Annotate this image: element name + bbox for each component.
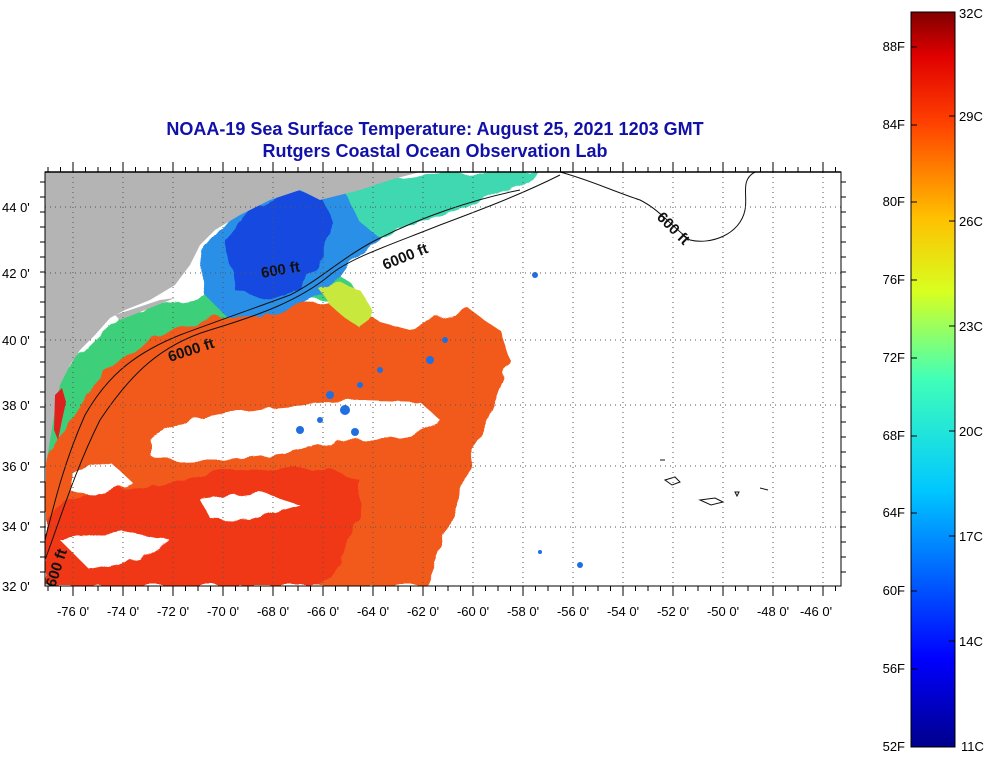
yellow-front bbox=[320, 282, 372, 330]
lon-tick-label: -56 0' bbox=[557, 604, 589, 619]
colorbar-c-label: 32C bbox=[959, 6, 983, 21]
lat-tick-label: 42 0' bbox=[2, 266, 30, 281]
scattered-cold-cells bbox=[296, 272, 583, 568]
colorbar-c-label: 17C bbox=[959, 529, 983, 544]
lat-tick-label: 38 0' bbox=[2, 398, 30, 413]
colorbar-c-label: 29C bbox=[959, 109, 983, 124]
latitude-axis: 32 0' 34 0' 36 0' 38 0' 40 0' 42 0' 44 0… bbox=[2, 200, 30, 594]
cold-core-region bbox=[225, 190, 335, 300]
graticule bbox=[45, 172, 841, 586]
isobath-600ft bbox=[45, 189, 521, 541]
lon-tick-label: -68 0' bbox=[257, 604, 289, 619]
lat-tick-label: 40 0' bbox=[2, 333, 30, 348]
colorbar-f-label: 84F bbox=[883, 117, 905, 132]
lon-tick-label: -52 0' bbox=[657, 604, 689, 619]
lon-tick-label: -64 0' bbox=[357, 604, 389, 619]
lon-tick-label: -48 0' bbox=[757, 604, 789, 619]
long-island bbox=[115, 298, 175, 320]
lon-tick-label: -60 0' bbox=[457, 604, 489, 619]
title-line-1: NOAA-19 Sea Surface Temperature: August … bbox=[166, 119, 704, 139]
colorbar-gradient bbox=[910, 11, 956, 748]
colorbar-c-label: 23C bbox=[959, 319, 983, 334]
colorbar-c-label: 26C bbox=[959, 214, 983, 229]
colorbar-f-label: 88F bbox=[883, 39, 905, 54]
colorbar-f-label: 76F bbox=[883, 272, 905, 287]
lat-tick-label: 36 0' bbox=[2, 459, 30, 474]
sst-imagery bbox=[45, 172, 841, 586]
longitude-axis: -76 0' -74 0' -72 0' -70 0' -68 0' -66 0… bbox=[57, 604, 832, 619]
map-title: NOAA-19 Sea Surface Temperature: August … bbox=[100, 118, 770, 162]
lat-tick-label: 34 0' bbox=[2, 519, 30, 534]
colorbar-f-label: 52F bbox=[883, 739, 905, 754]
lon-tick-label: -66 0' bbox=[307, 604, 339, 619]
lon-tick-label: -54 0' bbox=[607, 604, 639, 619]
isobath-6000ft bbox=[45, 174, 561, 561]
title-line-2: Rutgers Coastal Ocean Observation Lab bbox=[262, 141, 608, 161]
lon-tick-label: -62 0' bbox=[407, 604, 439, 619]
lon-tick-label: -58 0' bbox=[507, 604, 539, 619]
temperature-colorbar: 88F 84F 80F 76F 72F 68F 64F 60F 56F 52F … bbox=[883, 6, 984, 754]
cloud-patch-2 bbox=[60, 462, 300, 570]
isobath-600ft-grand-banks bbox=[559, 172, 756, 242]
isobath-label: 600 ft bbox=[260, 258, 302, 282]
colorbar-f-label: 80F bbox=[883, 194, 905, 209]
chesapeake-bay-water bbox=[54, 388, 66, 440]
scotian-shelf-water bbox=[340, 172, 540, 238]
colorbar-c-label: 14C bbox=[959, 634, 983, 649]
lat-tick-label: 44 0' bbox=[2, 200, 30, 215]
north-american-landmass bbox=[45, 172, 420, 470]
lon-tick-label: -70 0' bbox=[207, 604, 239, 619]
lon-tick-label: -46 0' bbox=[800, 604, 832, 619]
lon-tick-label: -50 0' bbox=[707, 604, 739, 619]
lon-tick-label: -76 0' bbox=[57, 604, 89, 619]
lon-tick-label: -72 0' bbox=[157, 604, 189, 619]
colorbar-c-label: 20C bbox=[959, 424, 983, 439]
colorbar-f-label: 64F bbox=[883, 505, 905, 520]
colorbar-f-label: 68F bbox=[883, 428, 905, 443]
axis-ticks bbox=[40, 162, 846, 596]
colorbar-f-label: 60F bbox=[883, 583, 905, 598]
cloud-patch-1 bbox=[150, 400, 440, 462]
lat-tick-label: 32 0' bbox=[2, 579, 30, 594]
colorbar-c-label: 11C bbox=[961, 739, 984, 754]
lon-tick-label: -74 0' bbox=[107, 604, 139, 619]
colorbar-f-label: 56F bbox=[883, 661, 905, 676]
colorbar-f-label: 72F bbox=[883, 350, 905, 365]
